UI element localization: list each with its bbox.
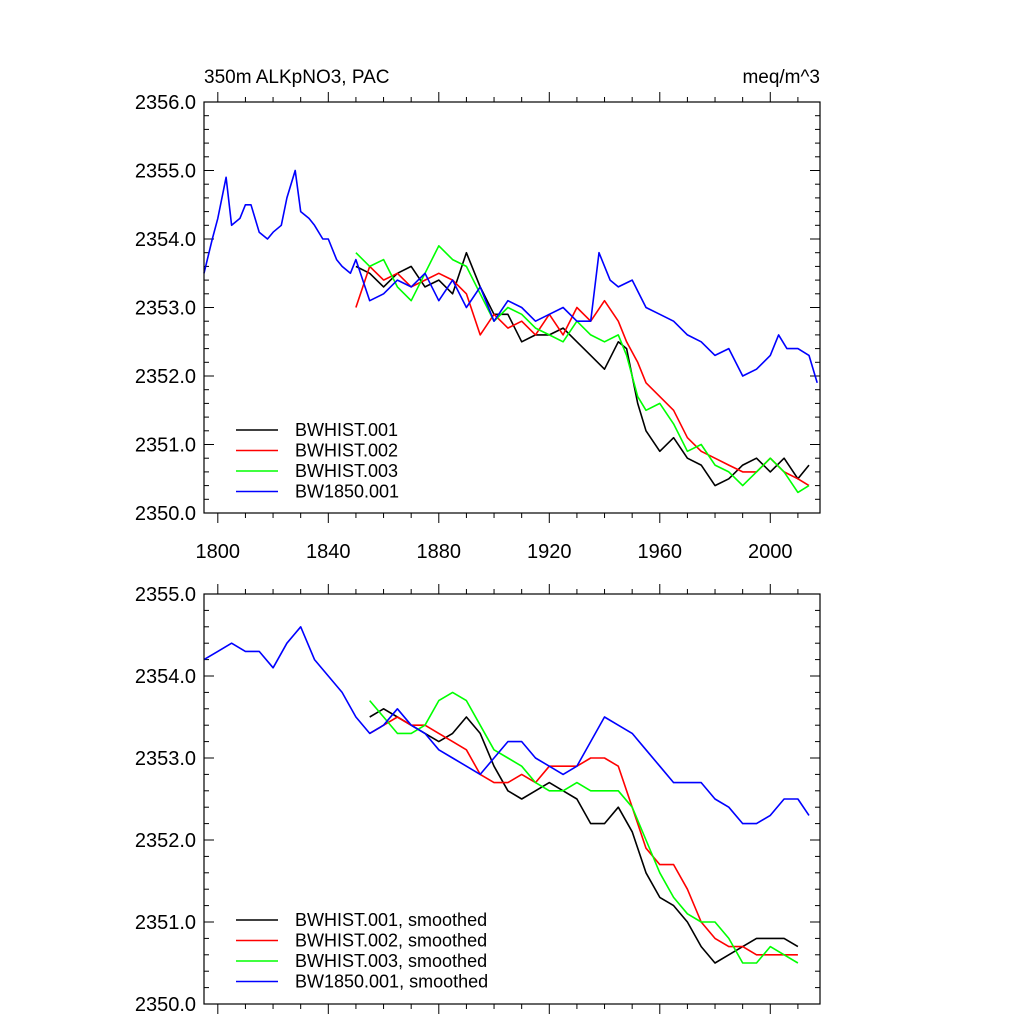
- y-tick-label: 2355.0: [135, 161, 196, 183]
- x-tick-label: 1800: [196, 541, 241, 563]
- legend-label: BWHIST.002: [295, 441, 398, 461]
- y-tick-labels: 2350.0 2351.0 2352.0 2353.0 2354.0 2355.0: [135, 584, 196, 1016]
- y-tick-label: 2350.0: [135, 503, 196, 525]
- tick-marks: [204, 584, 820, 1014]
- series-line-bwhist-001: [369, 707, 799, 964]
- y-tick-label: 2353.0: [135, 748, 196, 770]
- series-line-bwhist-003: [369, 691, 799, 964]
- panel-raw: 350m ALKpNO3, PAC meq/m^3 2350.02351.023…: [135, 67, 821, 563]
- series-line-bwhist-002: [355, 265, 810, 487]
- y-tick-label: 2355.0: [135, 584, 196, 606]
- series-line-bw1850-001: [203, 625, 810, 825]
- series-lines: [203, 625, 810, 964]
- series-line-bw1850-001: [203, 169, 818, 384]
- legend-label: BWHIST.003: [295, 461, 398, 481]
- plot-frame: [203, 101, 821, 514]
- x-tick-label: 2000: [748, 541, 793, 563]
- x-tick-label: 1880: [417, 541, 462, 563]
- y-tick-label: 2354.0: [135, 229, 196, 251]
- units-label: meq/m^3: [742, 67, 820, 88]
- y-tick-label: 2351.0: [135, 435, 196, 457]
- y-tick-label: 2354.0: [135, 666, 196, 688]
- series-line-bwhist-002: [369, 716, 798, 956]
- y-tick-label: 2351.0: [135, 912, 196, 934]
- series-lines: [203, 169, 818, 494]
- y-tick-label: 2353.0: [135, 298, 196, 320]
- x-tick-label: 1920: [527, 541, 572, 563]
- y-tick-label: 2350.0: [135, 994, 196, 1016]
- series-line-bwhist-003: [355, 245, 810, 494]
- x-tick-label: 1840: [306, 541, 351, 563]
- legend-label: BWHIST.003, smoothed: [295, 951, 487, 971]
- panel-smoothed: 2350.0 2351.0 2352.0 2353.0 2354.0 2355.0 BWH…: [135, 584, 821, 1016]
- panel-title: 350m ALKpNO3, PAC: [204, 67, 390, 88]
- x-tick-label: 1960: [638, 541, 683, 563]
- legend-label: BWHIST.001, smoothed: [295, 910, 487, 930]
- series-line-bwhist-001: [355, 251, 810, 487]
- y-tick-label: 2352.0: [135, 366, 196, 388]
- y-tick-label: 2356.0: [135, 92, 196, 114]
- legend-label: BWHIST.002, smoothed: [295, 931, 487, 951]
- x-tick-labels: 1800 1840 1880 1920 1960 2000: [196, 541, 793, 563]
- legend-label: BWHIST.001: [295, 420, 398, 440]
- legend-label: BW1850.001, smoothed: [295, 972, 488, 992]
- y-tick-labels: 2350.0 2351.0 2352.0 2353.0 2354.0 2355.0 2356…: [135, 92, 196, 525]
- y-tick-label: 2352.0: [135, 830, 196, 852]
- legend-label: BW1850.001: [295, 482, 399, 502]
- plot-frame: [203, 593, 821, 1005]
